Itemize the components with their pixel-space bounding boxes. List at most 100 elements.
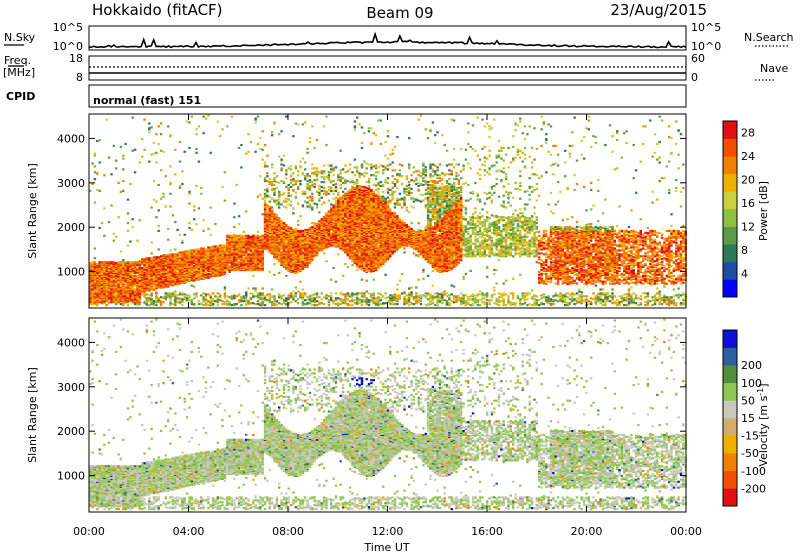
range-gate: [322, 252, 326, 255]
range-gate: [330, 168, 333, 171]
range-gate: [330, 164, 333, 167]
range-gate: [297, 187, 300, 190]
range-gate: [221, 248, 224, 251]
range-gate: [200, 302, 203, 305]
range-gate: [292, 172, 295, 175]
range-gate: [268, 270, 271, 273]
range-gate: [346, 303, 349, 306]
range-gate: [297, 229, 300, 232]
range-gate: [110, 173, 113, 176]
range-gate: [237, 249, 241, 252]
range-gate: [249, 302, 253, 305]
range-gate: [150, 153, 153, 156]
range-gate: [334, 297, 338, 300]
range-gate: [301, 123, 305, 126]
range-gate: [252, 302, 255, 305]
range-gate: [275, 186, 279, 189]
range-gate: [188, 146, 191, 149]
range-gate: [155, 273, 158, 276]
range-gate: [207, 274, 210, 277]
range-gate: [200, 192, 203, 195]
range-gate: [98, 300, 101, 303]
range-gate: [145, 270, 149, 273]
range-gate: [174, 257, 177, 260]
range-gate: [327, 174, 331, 177]
range-gate: [278, 302, 281, 305]
range-gate: [93, 171, 97, 174]
range-gate: [327, 176, 331, 179]
range-gate: [107, 261, 111, 264]
range-gate: [259, 251, 262, 254]
range-gate: [318, 220, 321, 223]
range-gate: [178, 293, 182, 296]
range-gate: [133, 288, 137, 291]
range-gate: [103, 261, 106, 264]
range-gate: [240, 166, 243, 169]
range-gate: [129, 261, 132, 264]
range-gate: [112, 294, 115, 297]
range-gate: [320, 302, 323, 305]
range-gate: [351, 220, 354, 223]
range-gate: [167, 292, 170, 295]
range-gate: [320, 176, 323, 179]
range-gate: [311, 242, 314, 245]
range-gate: [339, 169, 342, 172]
range-gate: [280, 167, 283, 170]
range-gate: [190, 284, 193, 287]
range-gate: [193, 265, 196, 268]
range-gate: [143, 301, 146, 304]
range-gate: [159, 265, 163, 268]
range-gate: [252, 287, 255, 290]
range-gate: [282, 205, 286, 208]
range-gate: [100, 222, 104, 225]
range-gate: [207, 266, 210, 270]
range-gate: [306, 205, 309, 208]
range-gate: [176, 278, 179, 281]
range-gate: [150, 257, 153, 260]
range-gate: [273, 189, 276, 192]
range-gate: [195, 128, 198, 131]
range-gate: [195, 275, 198, 278]
range-gate: [98, 226, 101, 230]
range-gate: [148, 160, 151, 163]
range-gate: [235, 261, 238, 264]
range-gate: [289, 296, 293, 299]
range-gate: [344, 223, 347, 226]
range-gate: [311, 222, 314, 225]
range-gate: [301, 301, 305, 304]
range-gate: [306, 147, 309, 150]
range-gate: [282, 199, 286, 202]
freq-frame: [88, 55, 687, 81]
range-gate: [261, 244, 264, 247]
range-gate: [330, 180, 333, 183]
range-gate: [261, 297, 264, 300]
range-gate: [129, 272, 132, 275]
range-gate: [115, 159, 118, 162]
range-gate: [200, 252, 203, 255]
range-gate: [254, 287, 257, 290]
range-gate: [152, 141, 156, 145]
range-gate: [311, 163, 314, 166]
range-gate: [259, 193, 262, 196]
range-gate: [271, 304, 274, 307]
range-gate: [334, 238, 338, 241]
range-gate: [155, 133, 158, 136]
range-gate: [103, 174, 106, 177]
range-gate: [320, 170, 323, 173]
range-gate: [174, 299, 177, 302]
range-gate: [311, 125, 314, 128]
range-gate: [259, 260, 262, 263]
range-gate: [334, 243, 338, 246]
range-gate: [115, 167, 118, 170]
range-gate: [294, 258, 297, 261]
range-gate: [100, 285, 104, 288]
range-gate: [122, 288, 125, 291]
range-gate: [228, 234, 231, 237]
range-gate: [143, 292, 146, 295]
range-gate: [103, 269, 106, 272]
range-gate: [263, 201, 267, 204]
range-gate: [327, 223, 331, 227]
range-gate: [334, 189, 338, 192]
range-gate: [117, 268, 120, 272]
range-gate: [136, 274, 139, 277]
